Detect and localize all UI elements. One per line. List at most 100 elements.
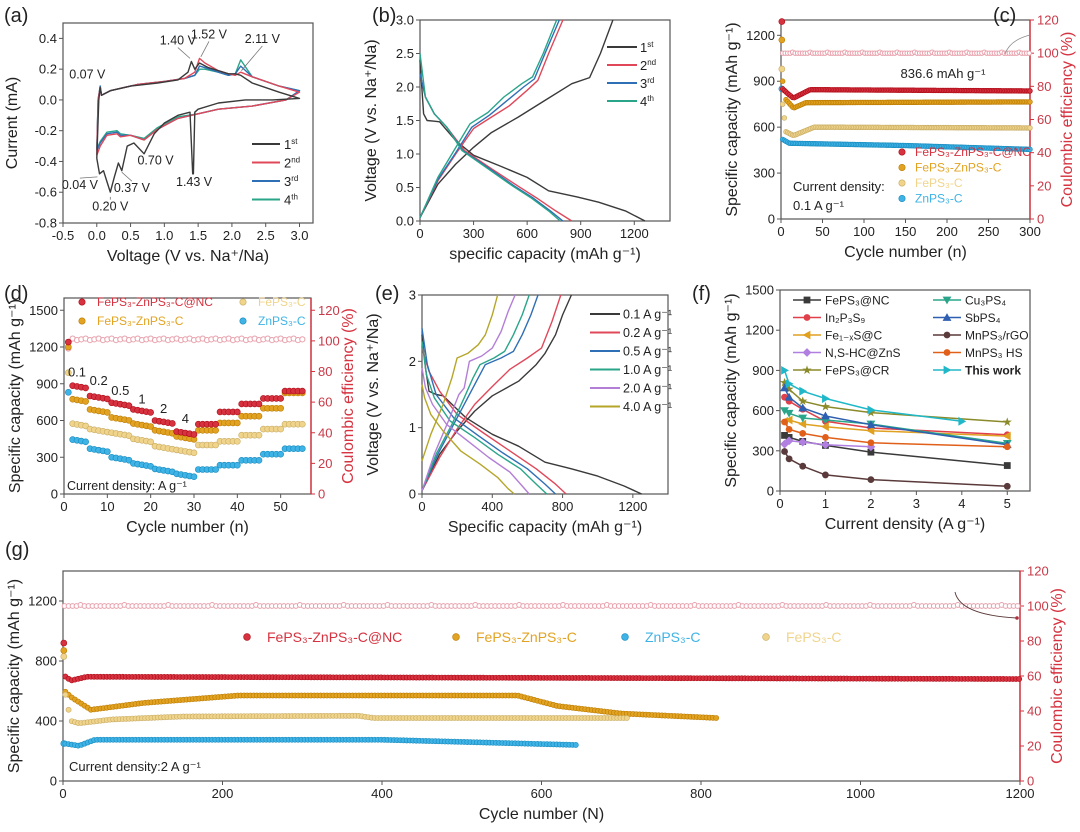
- legend-label: FePS₃@CR: [825, 364, 890, 378]
- y-tick-label: 300: [36, 450, 58, 465]
- legend-label: MnPS₃/rGO: [965, 329, 1029, 343]
- y-tick-label: 2.0: [396, 80, 414, 95]
- y-tick-label: 900: [753, 74, 775, 89]
- y-tick-label: 0.4: [39, 31, 57, 46]
- y-tick-label: 1.0: [396, 147, 414, 162]
- legend-label: 3rd: [640, 76, 654, 91]
- marker-circle: [803, 314, 811, 321]
- y-tick-label: 1200: [746, 28, 775, 43]
- inset-text: Current density: A g⁻¹: [67, 479, 187, 493]
- capacity-point-FePS3-C: [190, 449, 198, 457]
- peak-annotation: 0.20 V: [92, 200, 129, 214]
- legend-marker: [898, 148, 906, 156]
- capacity-point-FePS3-C: [1027, 125, 1033, 131]
- capacity-point-FePS3-ZnPS3-C: [779, 78, 786, 84]
- legend-label: FePS₃-ZnPS₃-C: [97, 314, 184, 328]
- x-tick-label: 1200: [620, 226, 649, 241]
- legend-label: In₂P₃S₉: [825, 311, 866, 325]
- marker-circle: [943, 331, 951, 339]
- y-tick-label: 3: [409, 288, 416, 303]
- legend-marker: [621, 633, 629, 641]
- x-tick-label: 1: [822, 496, 829, 511]
- marker-circle: [781, 448, 788, 455]
- legend-label: MnPS₃ HS: [965, 346, 1023, 360]
- marker-triangle-left: [784, 415, 793, 425]
- legend-marker: [898, 195, 906, 203]
- marker-square: [1003, 462, 1011, 469]
- y2-tick-label: 40: [1037, 145, 1051, 160]
- legend-marker: [452, 633, 460, 641]
- rate-curve-Cu3PS4: [784, 409, 1008, 445]
- marker-star: ★: [779, 375, 790, 389]
- capacity-point-FePS3-C: [255, 431, 263, 439]
- x-tick-label: 5: [1004, 496, 1011, 511]
- capacity-point-FePS3-ZnPS3-C: [713, 715, 720, 721]
- x-tick-label: 40: [230, 499, 244, 514]
- x-axis-label: specific capacity (mAh g⁻¹): [449, 246, 641, 263]
- peak-annotation: 0.04 V: [62, 178, 99, 192]
- charge-curve: [419, 19, 564, 219]
- marker-triangle-down: [780, 407, 789, 415]
- marker-triangle-up: [866, 420, 876, 429]
- marker-triangle-up: [784, 392, 794, 401]
- ce-point: [1026, 50, 1032, 56]
- legend-label-sup: st: [647, 40, 654, 49]
- legend-label: ZnPS₃-C: [645, 629, 701, 645]
- legend-label: 1.0 A g⁻¹: [623, 363, 672, 377]
- y2-tick-label: 100: [318, 333, 340, 348]
- marker-star: ★: [866, 406, 877, 420]
- y2-axis-label: Coulombic efficiency (%): [1049, 588, 1066, 764]
- x-tick-label: 100: [853, 224, 875, 239]
- capacity-point-FePS3-ZnPS3-C: [1027, 99, 1033, 105]
- cv-curve-1st: [96, 60, 301, 193]
- y-tick-label: -0.4: [35, 154, 57, 169]
- capacity-point-FePS3-ZnPS3-C@NC: [234, 408, 241, 416]
- y2-tick-label: 40: [318, 425, 332, 440]
- y-tick-label: 0.0: [396, 214, 414, 229]
- capacity-point-ZnPS3-C: [1027, 146, 1033, 153]
- legend-label: ZnPS₃-C: [258, 314, 306, 328]
- marker-circle: [785, 455, 793, 463]
- marker-circle: [943, 349, 951, 356]
- capacity-point-ZnPS3-C: [212, 466, 219, 473]
- marker-circle: [822, 471, 829, 479]
- x-tick-label: -0.5: [52, 228, 74, 243]
- y-tick-label: 900: [36, 376, 58, 391]
- inset-text: Current density:2 A g⁻¹: [69, 759, 202, 774]
- legend-label: N,S-HC@ZnS: [825, 346, 901, 360]
- y-tick-label: -0.8: [35, 216, 57, 231]
- y-tick-label: 0.0: [39, 92, 57, 107]
- marker-triangle-right: [781, 366, 789, 375]
- capacity-point-FePS3-C: [277, 425, 284, 433]
- legend-marker: [78, 317, 86, 325]
- capacity-point-FePS3-C: [779, 101, 786, 107]
- capacity-point-ZnPS3-C: [572, 742, 579, 748]
- rate-label: 0.1: [68, 364, 86, 379]
- marker-diamond: [798, 437, 808, 447]
- panel-label: (a): [4, 5, 28, 27]
- legend-marker: [898, 179, 906, 187]
- y-tick-label: 1200: [745, 323, 774, 338]
- rate-label: 1: [138, 391, 145, 406]
- peak-annotation: 0.37 V: [114, 181, 151, 195]
- peak-annotation: 1.40 V: [160, 34, 197, 48]
- plot-frame: [421, 294, 669, 495]
- y-axis-label: Specific capacity (mAh g⁻¹): [7, 299, 24, 493]
- capacity-annotation: 836.6 mAh g⁻¹: [901, 66, 987, 81]
- legend-label: FePS₃@NC: [825, 294, 890, 308]
- legend-label: FePS₃-ZnPS₃-C: [915, 161, 1002, 175]
- y-tick-label: 400: [35, 714, 57, 729]
- legend-label: 2.0 A g⁻¹: [623, 382, 672, 396]
- discharge-curve: [419, 53, 561, 222]
- legend-label-sup: nd: [291, 156, 300, 165]
- legend-label: 0.5 A g⁻¹: [623, 345, 672, 359]
- marker-circle: [799, 462, 807, 470]
- annotation-arrow: [177, 47, 191, 59]
- marker-triangle-up: [821, 411, 830, 420]
- x-tick-label: 3.0: [290, 228, 308, 243]
- legend-marker: [239, 298, 247, 306]
- marker-triangle-left: [866, 426, 875, 436]
- marker-diamond: [802, 348, 812, 357]
- x-axis-label: Voltage (V vs. Na⁺/Na): [107, 248, 269, 265]
